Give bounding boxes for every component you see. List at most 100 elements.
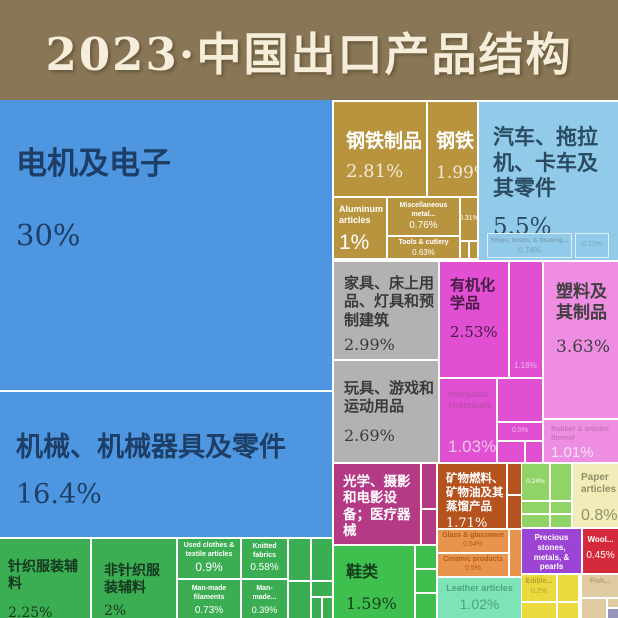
tile-inorganic-chemicals-value: 1.03% bbox=[448, 436, 496, 456]
tile-transport-small: 0.23% bbox=[575, 233, 609, 258]
tile-furniture-bedding-label: 家具、床上用品、灯具和预制建筑 bbox=[344, 274, 435, 329]
tile-steel: 钢铁 1.99% bbox=[428, 102, 477, 196]
tile-tools-cutlery-value: 0.63% bbox=[412, 247, 435, 257]
tile-wool-label: Wool... bbox=[587, 535, 614, 544]
tile-knitted-apparel-accessories-value: 2.25% bbox=[8, 605, 53, 618]
tile-green-3 bbox=[289, 582, 310, 618]
tile-organic-chemicals-value: 2.53% bbox=[450, 322, 498, 341]
tile-fuel-small-2 bbox=[508, 496, 521, 528]
tile-leather-articles-label: Leather articles bbox=[446, 583, 513, 593]
tile-lightgreen-1-value: 0.24% bbox=[526, 478, 545, 486]
tile-glass-glassware-value: 0.54% bbox=[463, 540, 483, 548]
tile-plastics: 塑料及其制品 3.63% bbox=[544, 262, 618, 418]
tile-steel-products-value: 2.81% bbox=[346, 161, 404, 183]
tile-yellow-4 bbox=[558, 603, 578, 618]
tile-lightgreen-2 bbox=[551, 464, 571, 500]
tile-non-knitted-apparel-accessories-value: 2% bbox=[104, 603, 127, 618]
tile-man-made-staple-value: 0.39% bbox=[251, 605, 278, 616]
tile-yellow-2 bbox=[522, 603, 556, 618]
tile-wool: Wool... 0.45% bbox=[583, 529, 618, 573]
tile-non-knitted-apparel-accessories-label: 非针织服装辅料 bbox=[104, 563, 160, 597]
tile-man-made-filaments: Man-made filaments 0.73% bbox=[178, 580, 240, 618]
tile-ceramic-products-label: Ceramic products bbox=[443, 556, 503, 563]
tile-glass-glassware: Glass & glassware 0.54% bbox=[438, 530, 508, 552]
tile-ships-boats-value: 0.74% bbox=[518, 245, 541, 255]
tile-miscellaneous-metal-label: Miscellaneous metal... bbox=[399, 202, 448, 218]
tile-toys-games-sports-value: 2.69% bbox=[344, 425, 395, 445]
tile-green-2 bbox=[312, 539, 332, 580]
tile-yellow-3 bbox=[558, 575, 578, 601]
tile-footwear: 鞋类 1.59% bbox=[334, 546, 414, 618]
tile-lightgreen-6 bbox=[551, 515, 571, 527]
tile-fish: Fish... bbox=[582, 575, 618, 597]
tile-glass-glassware-label: Glass & glassware bbox=[442, 532, 504, 539]
tile-wool-value: 0.45% bbox=[586, 549, 615, 561]
tile-electrical-machinery-label: 电机及电子 bbox=[16, 146, 171, 182]
tile-green-1 bbox=[289, 539, 310, 580]
tile-transport-small-value: 0.23% bbox=[582, 241, 602, 249]
tile-tan-3 bbox=[608, 599, 618, 607]
page-title: 2023·中国出口产品结构 bbox=[45, 27, 573, 81]
tile-plastics-value: 3.63% bbox=[556, 337, 611, 358]
tile-chem-small-1: 1.18% bbox=[510, 262, 542, 377]
tile-footwear-small-2 bbox=[416, 570, 436, 592]
tile-lightgreen-1: 0.24% bbox=[522, 464, 549, 500]
tile-electrical-machinery: 电机及电子 30% bbox=[0, 100, 332, 390]
tile-optical-medical: 光学、摄影和电影设备；医疗器械2.26% bbox=[334, 464, 420, 544]
tile-rubber: Rubber & articles thereof 1.01% bbox=[544, 420, 618, 462]
tile-ships-boats-label: Ships, boats, & floating... bbox=[490, 237, 569, 244]
tile-vehicles-label: 汽车、拖拉机、卡车及其零件 bbox=[493, 124, 598, 201]
tile-mineral-fuels: 矿物燃料、矿物油及其蒸馏产品 1.71% bbox=[438, 464, 506, 528]
tile-machinery-label: 机械、机械器具及零件 bbox=[16, 432, 286, 463]
tile-tools-cutlery-label: Tools & cutlery bbox=[398, 239, 449, 246]
tile-optical-medical-label: 光学、摄影和电影设备；医疗器械 bbox=[343, 474, 411, 540]
tile-furniture-bedding: 家具、床上用品、灯具和预制建筑 2.99% bbox=[334, 262, 438, 359]
tile-optical-small-2 bbox=[422, 510, 436, 544]
tile-metal-small: 0.31% bbox=[461, 198, 477, 240]
tile-chem-small-1-value: 1.18% bbox=[514, 361, 537, 371]
tile-aluminum-articles-value: 1% bbox=[339, 230, 370, 254]
tile-lightgreen-3 bbox=[522, 502, 549, 513]
tile-steel-value: 1.99% bbox=[436, 163, 477, 184]
tile-ceramic-products-value: 0.5% bbox=[465, 564, 481, 572]
tile-edible-label: Edible... bbox=[525, 578, 553, 585]
tile-toys-games-sports-label: 玩具、游戏和运动用品 bbox=[344, 379, 435, 416]
tile-used-clothes: Used clothes & textile articles 0.9% bbox=[178, 539, 240, 578]
tile-green-6 bbox=[323, 598, 332, 618]
tile-ceramic-products: Ceramic products 0.5% bbox=[438, 554, 508, 576]
tile-paper-articles-label: Paper articles bbox=[581, 472, 617, 496]
tile-steel-label: 钢铁 bbox=[436, 130, 475, 152]
tile-metal-small-value: 0.31% bbox=[461, 214, 477, 222]
tile-plastics-label: 塑料及其制品 bbox=[556, 282, 607, 323]
tile-organic-chemicals-label: 有机化学品 bbox=[450, 276, 496, 313]
tile-footwear-label: 鞋类 bbox=[346, 562, 379, 581]
tile-green-5 bbox=[312, 598, 321, 618]
tile-knitted-apparel-accessories-label: 针织服装辅料 bbox=[8, 559, 78, 593]
tile-metal-tiny-1 bbox=[461, 242, 468, 258]
tile-paper-articles: Paper articles 0.8% bbox=[573, 464, 618, 527]
tile-inorganic-chemicals: Inorganic chemicals 1.03% bbox=[440, 379, 496, 462]
tile-knitted-apparel-accessories: 针织服装辅料 2.25% bbox=[0, 539, 90, 618]
tile-miscellaneous-metal-value: 0.76% bbox=[409, 220, 438, 232]
tile-leather-articles-value: 1.02% bbox=[459, 595, 500, 612]
title-bar: 2023·中国出口产品结构 bbox=[0, 0, 618, 100]
tile-ships-boats: Ships, boats, & floating... 0.74% bbox=[487, 233, 572, 258]
tile-fuel-small-1 bbox=[508, 464, 521, 494]
tile-chem-small-5 bbox=[526, 442, 542, 462]
tile-edible: Edible... 0.2% bbox=[522, 575, 556, 601]
tile-footwear-small-3 bbox=[416, 594, 436, 618]
tile-man-made-staple: Man-made... 0.39% bbox=[242, 580, 287, 618]
tile-non-knitted-apparel-accessories: 非针织服装辅料 2% bbox=[92, 539, 176, 618]
tile-mineral-fuels-label: 矿物燃料、矿物油及其蒸馏产品 bbox=[446, 471, 504, 514]
tile-machinery-value: 16.4% bbox=[16, 478, 102, 510]
tile-machinery: 机械、机械器具及零件 16.4% bbox=[0, 392, 332, 537]
tile-chem-small-2 bbox=[498, 379, 542, 421]
tile-orange-small bbox=[510, 530, 521, 576]
tile-aluminum-articles: Aluminum articles 1% bbox=[334, 198, 386, 258]
tile-metal-tiny-2 bbox=[470, 242, 477, 258]
tile-steel-products-label: 钢铁制品 bbox=[346, 130, 423, 152]
tile-paper-articles-value: 0.8% bbox=[581, 507, 618, 525]
tile-lightgreen-5 bbox=[522, 515, 549, 527]
tile-tan-2 bbox=[582, 599, 606, 618]
